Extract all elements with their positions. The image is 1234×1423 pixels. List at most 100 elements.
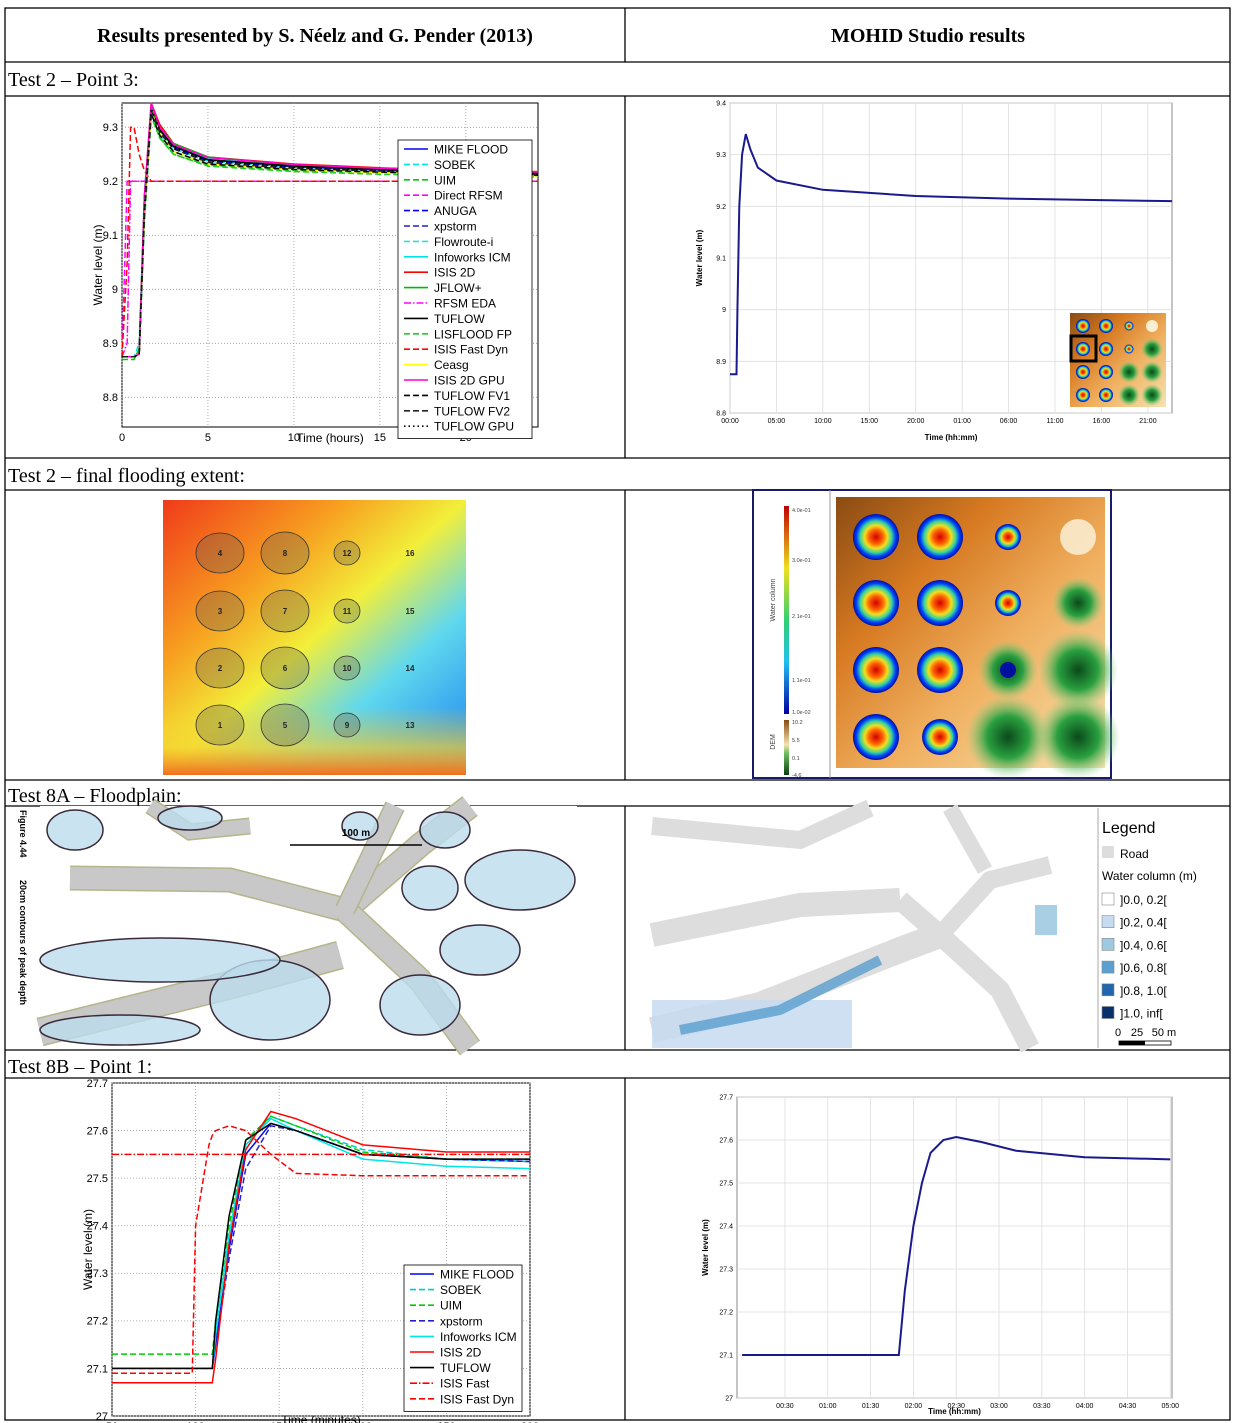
y-tick-label: 27.7 — [87, 1078, 108, 1090]
x-tick-label: 02:00 — [905, 1403, 923, 1410]
dem-label: 10.2 — [792, 720, 803, 726]
x-tick-label: 01:00 — [819, 1403, 837, 1410]
x-tick-label: 04:00 — [1076, 1403, 1094, 1410]
x-tick-label: 10:00 — [814, 418, 832, 425]
legend-swatch — [1102, 1007, 1114, 1019]
x-tick-label: 00:00 — [721, 418, 739, 425]
legend-swatch — [1102, 893, 1114, 905]
dem-label: 5.5 — [792, 738, 800, 744]
flood-spot — [917, 514, 963, 560]
flood-spot — [917, 647, 963, 693]
x-tick-label: 03:30 — [1033, 1403, 1051, 1410]
legend-swatch — [1102, 984, 1114, 996]
flood-area — [652, 1000, 852, 1048]
y-tick-label: 27.2 — [87, 1316, 108, 1328]
inset-spot — [1076, 388, 1090, 402]
y-tick-label: 9 — [722, 307, 726, 314]
x-axis-title: Time (hh:mm) — [928, 1407, 981, 1416]
y-tick-label: 27.3 — [719, 1266, 733, 1273]
y-tick-label: 27 — [725, 1395, 733, 1402]
legend-label: TUFLOW — [440, 1361, 491, 1375]
legend-label: ]0.6, 0.8[ — [1120, 961, 1167, 975]
legend-label: ISIS 2D — [440, 1346, 482, 1360]
colorbar-label: 1.0e-02 — [792, 710, 811, 716]
x-tick-label: 01:30 — [862, 1403, 880, 1410]
colorbar-label: 4.0e-01 — [792, 508, 811, 514]
legend-label: ISIS Fast — [440, 1377, 490, 1391]
inset-blob — [1141, 361, 1163, 383]
flood-contour — [40, 1015, 200, 1045]
pond-label: 9 — [345, 721, 350, 730]
flood-area — [1035, 905, 1057, 935]
x-tick-label: 05:00 — [1162, 1403, 1180, 1410]
legend-label: ]1.0, inf[ — [1120, 1007, 1163, 1021]
legend-label: ]0.0, 0.2[ — [1120, 893, 1167, 907]
legend-label: ISIS Fast Dyn — [434, 343, 508, 357]
flood-spot — [922, 719, 958, 755]
x-tick-label: 15:00 — [861, 418, 879, 425]
scale-label: 50 m — [1152, 1027, 1176, 1039]
flood-contour — [465, 850, 575, 910]
legend-label: UIM — [434, 173, 456, 187]
y-tick-label: 27.7 — [719, 1094, 733, 1101]
y-tick-label: 27.2 — [719, 1309, 733, 1316]
colorbar-title: Water column — [770, 578, 777, 621]
pond-label: 1 — [218, 721, 223, 730]
flood-spot — [995, 524, 1021, 550]
y-tick-label: 8.8 — [103, 392, 118, 404]
legend-label: Infoworks ICM — [434, 250, 511, 264]
legend-label: ANUGA — [434, 204, 477, 218]
x-tick-label: 06:00 — [1000, 418, 1018, 425]
y-tick-label: 9.4 — [716, 100, 726, 107]
x-tick-label: 16:00 — [1093, 418, 1111, 425]
pond-label: 7 — [283, 607, 288, 616]
pond-label: 11 — [343, 607, 352, 616]
header-right: MOHID Studio results — [831, 25, 1025, 47]
x-tick-label: 21:00 — [1139, 418, 1157, 425]
pond-label: 13 — [406, 721, 415, 730]
page: Results presented by S. Néelz and G. Pen… — [0, 0, 1234, 1423]
pond-label: 3 — [218, 607, 223, 616]
flood-contour — [47, 810, 103, 850]
y-tick-label: 8.9 — [103, 338, 118, 350]
flood-contour — [440, 925, 520, 975]
inset-spot — [1076, 342, 1090, 356]
flood-spot — [1000, 662, 1016, 678]
flood-spot — [917, 580, 963, 626]
x-tick-label: 05:00 — [768, 418, 786, 425]
flood-spot — [853, 647, 899, 693]
legend-label: MIKE FLOOD — [440, 1268, 514, 1282]
legend-label: TUFLOW GPU — [434, 420, 514, 434]
legend-label: ]0.2, 0.4[ — [1120, 916, 1167, 930]
section-title: Test 8B – Point 1: — [8, 1056, 152, 1078]
figure-caption: Figure 4.44 — [18, 810, 28, 858]
legend-label: UIM — [440, 1299, 462, 1313]
x-tick-label: 11:00 — [1047, 418, 1064, 425]
flood-contour — [40, 938, 280, 982]
inset-blob — [1141, 384, 1163, 406]
y-tick-label: 27.6 — [719, 1137, 733, 1144]
legend-label: Direct RFSM — [434, 189, 503, 203]
pond-label: 10 — [343, 664, 352, 673]
flood-spot — [853, 580, 899, 626]
section-title: Test 2 – final flooding extent: — [8, 465, 245, 487]
legend-label: SOBEK — [434, 158, 475, 172]
y-tick-label: 9 — [112, 284, 118, 296]
figure-caption: 20cm contours of peak depth — [18, 880, 28, 1005]
y-tick-label: 9.3 — [103, 122, 118, 134]
y-tick-label: 9.3 — [716, 152, 726, 159]
legend-label: MIKE FLOOD — [434, 143, 508, 157]
legend-swatch — [1102, 938, 1114, 950]
legend-label: TUFLOW FV2 — [434, 404, 510, 418]
y-axis-title: Water level (m) — [701, 1219, 710, 1276]
scale-label: 25 — [1131, 1027, 1143, 1039]
y-tick-label: 27.4 — [719, 1223, 733, 1230]
dem-label: 0.1 — [792, 756, 800, 762]
legend-label: LISFLOOD FP — [434, 327, 512, 341]
flood-contour — [158, 806, 222, 830]
colorbar — [784, 506, 789, 714]
inset-spot — [1099, 388, 1113, 402]
y-tick-label: 27.1 — [719, 1352, 733, 1359]
flood-contour — [380, 975, 460, 1035]
pond-label: 14 — [406, 664, 415, 673]
